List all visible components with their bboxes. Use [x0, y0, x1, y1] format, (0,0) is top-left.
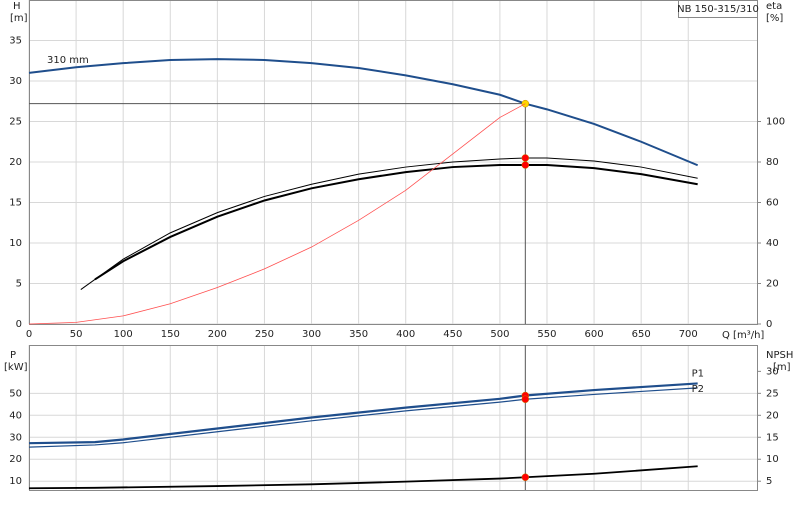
- y-tick-label: 5: [16, 279, 22, 290]
- x-tick-label: 550: [537, 329, 556, 340]
- y2-tick-label: 30: [766, 366, 779, 377]
- x-tick-label: 0: [26, 329, 32, 340]
- y-tick-label: 30: [9, 432, 22, 443]
- y-tick-label: 0: [16, 319, 22, 330]
- y-tick-label: 40: [9, 410, 22, 421]
- chart-title: NB 150-315/310: [677, 4, 759, 15]
- x-tick-label: 400: [396, 329, 415, 340]
- x-tick-label: 150: [161, 329, 180, 340]
- series-label: 310 mm: [47, 55, 89, 66]
- x-tick-label: 200: [208, 329, 227, 340]
- y2-unit: [%]: [766, 13, 783, 24]
- x-tick-label: 600: [585, 329, 604, 340]
- curve: [28, 382, 698, 445]
- bottom-plot-frame: [29, 345, 758, 491]
- title-box: [678, 0, 758, 18]
- y2-tick-label: 60: [766, 198, 779, 209]
- series-label: P1: [692, 368, 704, 379]
- y2-tick-label: 25: [766, 388, 779, 399]
- y2-label: NPSH: [766, 350, 793, 361]
- y-tick-label: 20: [9, 454, 22, 465]
- y2-unit: [m]: [773, 362, 791, 373]
- y2-tick-label: 80: [766, 157, 779, 168]
- y-tick-label: 35: [9, 36, 22, 47]
- y2-tick-label: 20: [766, 410, 779, 421]
- duty-marker: [521, 473, 530, 482]
- x-tick-label: 50: [70, 329, 83, 340]
- x-tick-label: 450: [443, 329, 462, 340]
- x-label: Q [m³/h]: [722, 330, 764, 341]
- y2-tick-label: 5: [766, 476, 772, 487]
- x-tick-label: 650: [632, 329, 651, 340]
- y-label: P: [10, 350, 16, 361]
- y2-tick-label: 0: [766, 319, 772, 330]
- x-tick-label: 250: [255, 329, 274, 340]
- y2-tick-label: 10: [766, 454, 779, 465]
- y2-label: eta: [766, 1, 782, 12]
- curve: [94, 164, 698, 281]
- y-label: H: [13, 1, 21, 12]
- y-tick-label: 25: [9, 117, 22, 128]
- y-tick-label: 15: [9, 198, 22, 209]
- series-label: P2: [692, 384, 704, 395]
- curve: [28, 465, 698, 490]
- duty-marker: [521, 395, 530, 404]
- x-tick-label: 300: [302, 329, 321, 340]
- x-tick-label: 350: [349, 329, 368, 340]
- curve: [80, 157, 698, 290]
- y-tick-label: 10: [9, 476, 22, 487]
- y2-tick-label: 100: [766, 117, 785, 128]
- duty-marker: [521, 161, 530, 169]
- y-unit: [kW]: [4, 362, 28, 373]
- y2-tick-label: 15: [766, 432, 779, 443]
- curve: [28, 387, 698, 448]
- y-tick-label: 30: [9, 76, 22, 87]
- y-tick-label: 50: [9, 388, 22, 399]
- y2-tick-label: 20: [766, 279, 779, 290]
- curve: [28, 103, 526, 325]
- y2-tick-label: 40: [766, 238, 779, 249]
- curve: [28, 58, 699, 167]
- y-unit: [m]: [10, 13, 28, 24]
- duty-marker: [521, 154, 530, 162]
- x-tick-label: 500: [490, 329, 509, 340]
- y-tick-label: 10: [9, 238, 22, 249]
- x-tick-label: 700: [679, 329, 698, 340]
- x-tick-label: 100: [114, 329, 133, 340]
- y-tick-label: 20: [9, 157, 22, 168]
